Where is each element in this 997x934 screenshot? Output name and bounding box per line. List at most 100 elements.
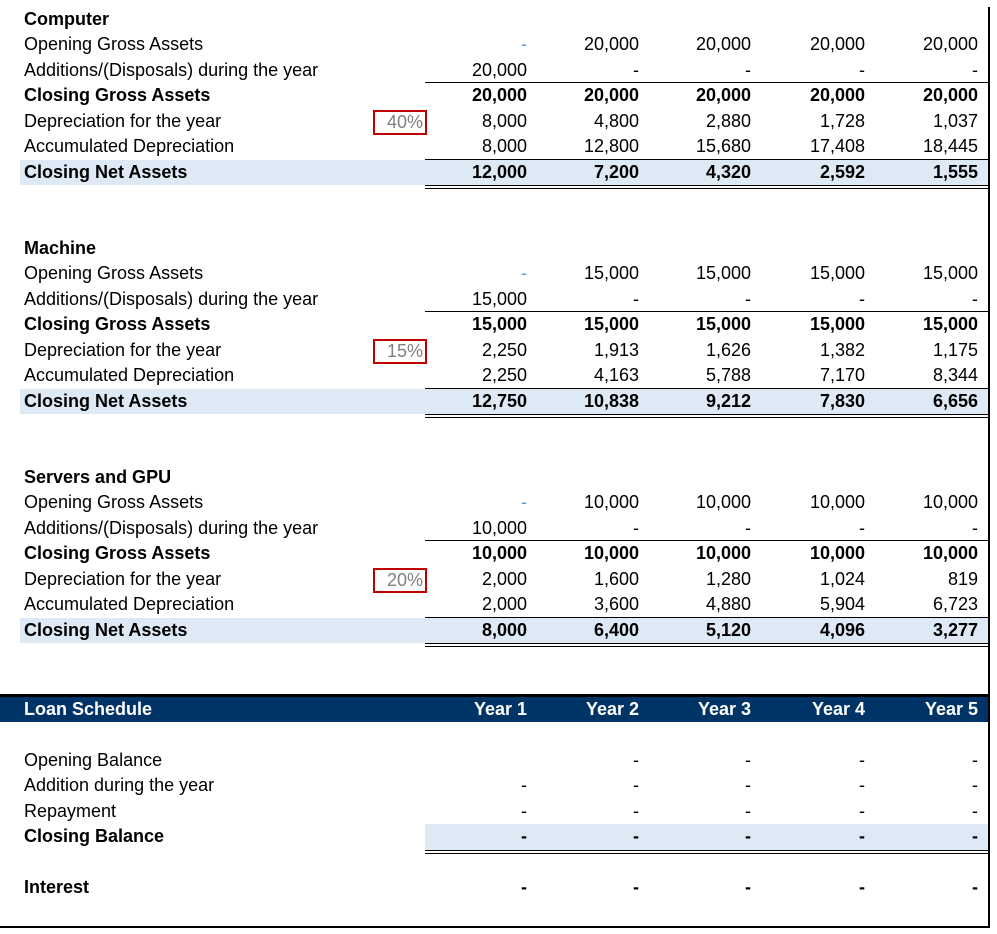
value-cell[interactable]: - xyxy=(972,826,978,847)
value-cell[interactable]: 12,750 xyxy=(471,390,527,411)
value-cell[interactable]: 3,277 xyxy=(932,619,978,640)
value-cell[interactable]: - xyxy=(859,877,865,898)
value-cell[interactable]: - xyxy=(972,877,978,898)
value-cell[interactable]: 20,000 xyxy=(583,85,639,106)
value-cell[interactable]: - xyxy=(745,826,751,847)
value-cell[interactable]: - xyxy=(745,877,751,898)
value-cell[interactable]: 1,728 xyxy=(819,110,865,131)
value-cell[interactable]: - xyxy=(972,288,978,309)
value-cell[interactable]: 6,656 xyxy=(932,390,978,411)
value-cell[interactable]: 10,000 xyxy=(922,492,978,513)
value-cell[interactable]: 20,000 xyxy=(695,85,751,106)
value-cell[interactable]: - xyxy=(745,800,751,821)
value-cell[interactable]: 9,212 xyxy=(705,390,751,411)
value-cell[interactable]: 20,000 xyxy=(695,34,751,55)
value-cell[interactable]: 1,913 xyxy=(593,339,639,360)
value-cell[interactable]: 15,000 xyxy=(809,314,865,335)
value-cell[interactable]: 2,000 xyxy=(481,568,527,589)
value-cell[interactable]: - xyxy=(745,775,751,796)
value-cell[interactable]: - xyxy=(859,288,865,309)
value-cell[interactable]: 5,120 xyxy=(705,619,751,640)
value-cell[interactable]: 1,280 xyxy=(705,568,751,589)
value-cell[interactable]: 8,344 xyxy=(932,365,978,386)
value-cell[interactable]: 12,000 xyxy=(471,161,527,182)
value-cell[interactable]: 15,000 xyxy=(471,314,527,335)
value-cell[interactable]: 10,000 xyxy=(471,517,527,538)
value-cell[interactable]: 8,000 xyxy=(481,136,527,157)
value-cell[interactable]: 1,600 xyxy=(593,568,639,589)
value-cell[interactable]: - xyxy=(521,800,527,821)
value-cell[interactable]: 10,000 xyxy=(471,543,527,564)
value-cell[interactable]: 15,680 xyxy=(695,136,751,157)
value-cell[interactable]: 4,163 xyxy=(593,365,639,386)
value-cell[interactable]: 12,800 xyxy=(583,136,639,157)
value-cell[interactable]: 2,000 xyxy=(481,594,527,615)
value-cell[interactable]: - xyxy=(859,800,865,821)
value-cell[interactable]: - xyxy=(633,288,639,309)
value-cell[interactable]: - xyxy=(521,34,527,55)
value-cell[interactable]: 1,037 xyxy=(932,110,978,131)
value-cell[interactable]: 15,000 xyxy=(922,314,978,335)
value-cell[interactable]: 2,250 xyxy=(481,339,527,360)
value-cell[interactable]: - xyxy=(972,749,978,770)
value-cell[interactable]: 2,880 xyxy=(705,110,751,131)
value-cell[interactable]: 1,555 xyxy=(932,161,978,182)
value-cell[interactable]: 3,600 xyxy=(593,594,639,615)
value-cell[interactable]: - xyxy=(745,288,751,309)
value-cell[interactable]: 10,000 xyxy=(695,543,751,564)
value-cell[interactable]: 8,000 xyxy=(481,619,527,640)
value-cell[interactable]: - xyxy=(972,59,978,80)
value-cell[interactable]: - xyxy=(521,263,527,284)
value-cell[interactable]: 15,000 xyxy=(583,263,639,284)
value-cell[interactable]: - xyxy=(859,775,865,796)
value-cell[interactable]: - xyxy=(633,775,639,796)
value-cell[interactable]: 7,170 xyxy=(819,365,865,386)
value-cell[interactable]: - xyxy=(859,59,865,80)
value-cell[interactable]: - xyxy=(745,59,751,80)
value-cell[interactable]: - xyxy=(972,775,978,796)
depreciation-rate-input[interactable]: 40% xyxy=(373,109,427,135)
value-cell[interactable]: 20,000 xyxy=(471,59,527,80)
value-cell[interactable]: 20,000 xyxy=(922,85,978,106)
value-cell[interactable]: 15,000 xyxy=(922,263,978,284)
value-cell[interactable]: - xyxy=(521,492,527,513)
value-cell[interactable]: 1,175 xyxy=(932,339,978,360)
value-cell[interactable]: - xyxy=(633,59,639,80)
value-cell[interactable]: 7,200 xyxy=(593,161,639,182)
value-cell[interactable]: 819 xyxy=(947,568,978,589)
value-cell[interactable]: 20,000 xyxy=(922,34,978,55)
value-cell[interactable]: - xyxy=(633,749,639,770)
value-cell[interactable]: - xyxy=(633,826,639,847)
value-cell[interactable]: 15,000 xyxy=(695,263,751,284)
value-cell[interactable]: 6,723 xyxy=(932,594,978,615)
value-cell[interactable]: 2,250 xyxy=(481,365,527,386)
value-cell[interactable]: 1,024 xyxy=(819,568,865,589)
value-cell[interactable]: - xyxy=(521,775,527,796)
value-cell[interactable]: 20,000 xyxy=(583,34,639,55)
value-cell[interactable]: 1,626 xyxy=(705,339,751,360)
value-cell[interactable]: 5,904 xyxy=(819,594,865,615)
value-cell[interactable]: 15,000 xyxy=(809,263,865,284)
value-cell[interactable]: 15,000 xyxy=(583,314,639,335)
value-cell[interactable]: 10,000 xyxy=(809,543,865,564)
value-cell[interactable]: 20,000 xyxy=(471,85,527,106)
value-cell[interactable]: - xyxy=(521,826,527,847)
value-cell[interactable]: 10,000 xyxy=(922,543,978,564)
value-cell[interactable]: 4,800 xyxy=(593,110,639,131)
value-cell[interactable]: 5,788 xyxy=(705,365,751,386)
value-cell[interactable]: 10,000 xyxy=(583,492,639,513)
value-cell[interactable]: - xyxy=(745,517,751,538)
value-cell[interactable]: 20,000 xyxy=(809,34,865,55)
value-cell[interactable]: 8,000 xyxy=(481,110,527,131)
value-cell[interactable]: - xyxy=(745,749,751,770)
value-cell[interactable]: 10,000 xyxy=(583,543,639,564)
value-cell[interactable]: 15,000 xyxy=(471,288,527,309)
value-cell[interactable]: - xyxy=(859,826,865,847)
value-cell[interactable]: 10,838 xyxy=(583,390,639,411)
value-cell[interactable]: - xyxy=(859,517,865,538)
value-cell[interactable]: 7,830 xyxy=(819,390,865,411)
value-cell[interactable]: - xyxy=(972,800,978,821)
value-cell[interactable]: 18,445 xyxy=(922,136,978,157)
value-cell[interactable]: 17,408 xyxy=(809,136,865,157)
value-cell[interactable]: - xyxy=(521,877,527,898)
